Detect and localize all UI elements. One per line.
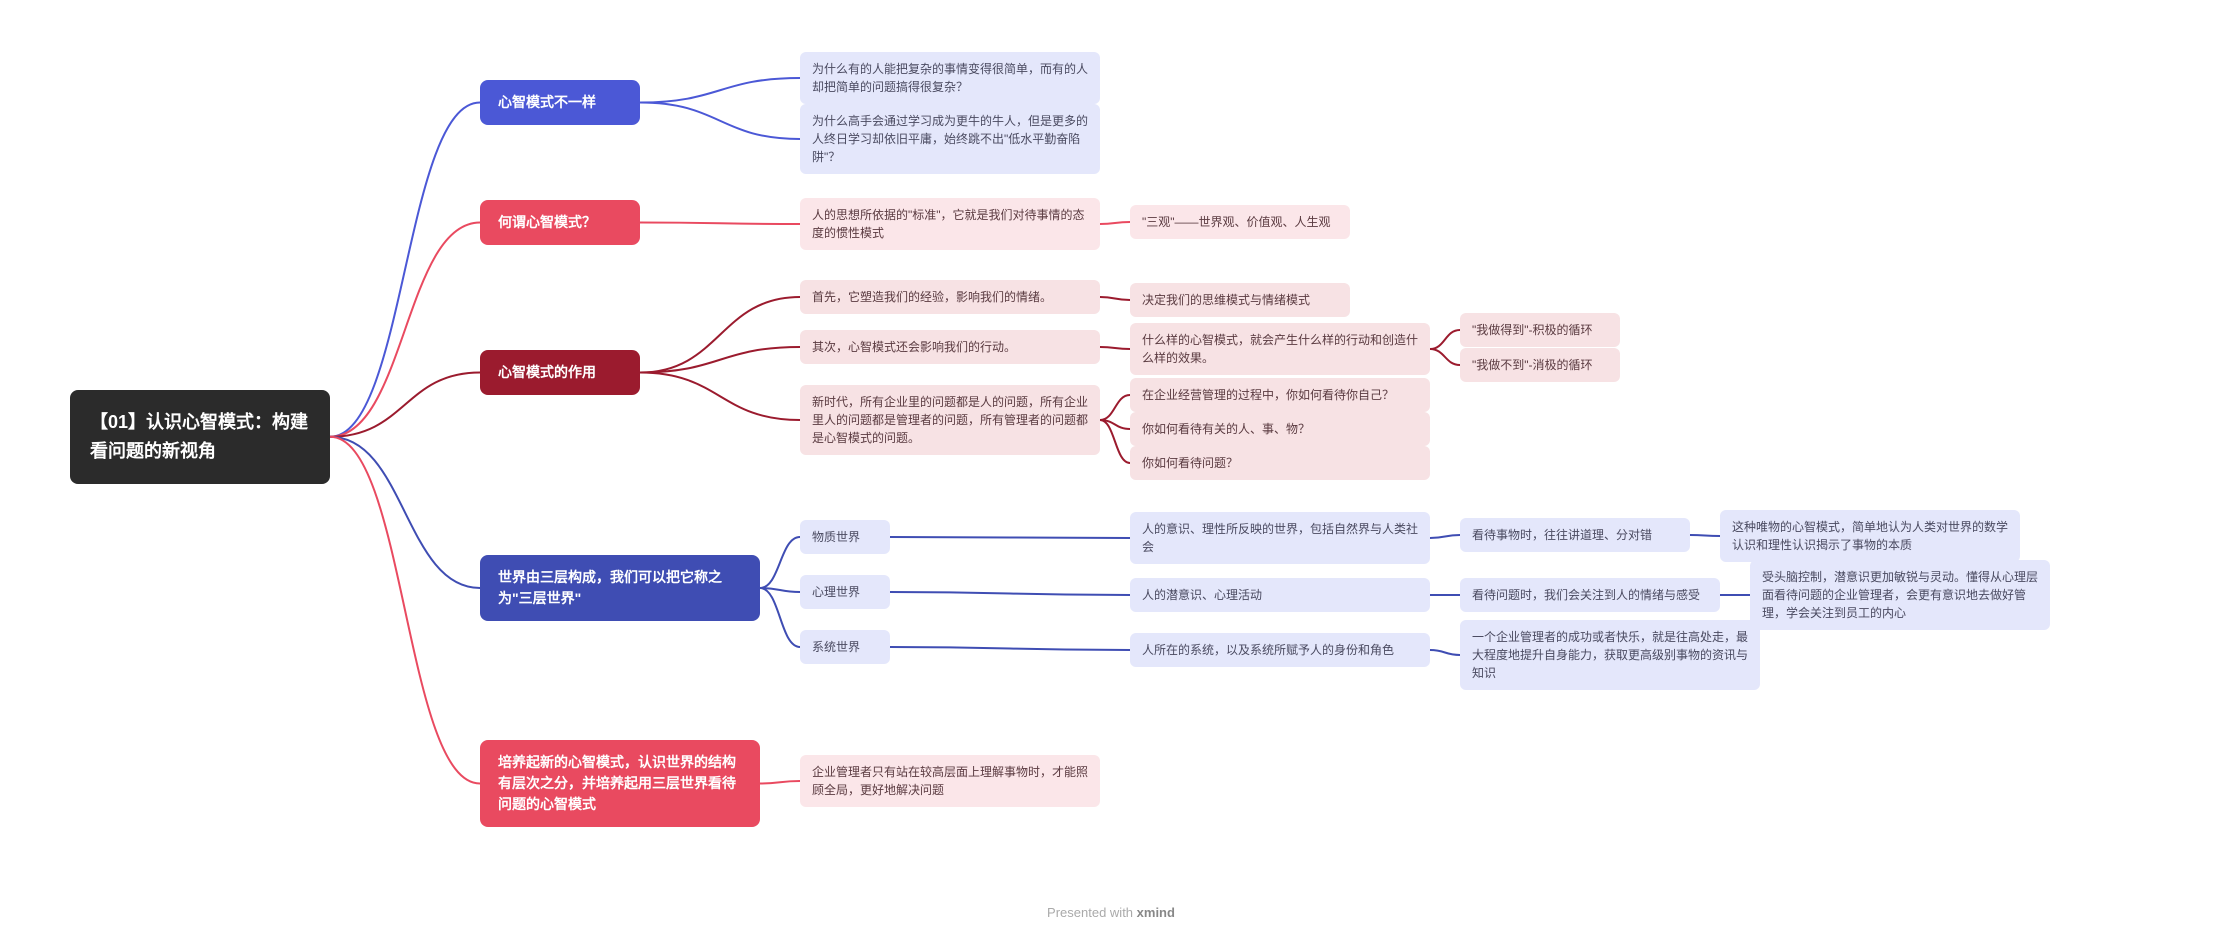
b3-c3c[interactable]: 你如何看待问题？ (1130, 446, 1430, 480)
b1-child-2[interactable]: 为什么高手会通过学习成为更牛的牛人，但是更多的人终日学习却依旧平庸，始终跳不出"… (800, 104, 1100, 174)
b4-c2c[interactable]: 受头脑控制，潜意识更加敏锐与灵动。懂得从心理层面看待问题的企业管理者，会更有意识… (1750, 560, 2050, 630)
branch-1[interactable]: 心智模式不一样 (480, 80, 640, 125)
b4-c1a[interactable]: 人的意识、理性所反映的世界，包括自然界与人类社会 (1130, 512, 1430, 564)
branch-5[interactable]: 培养起新的心智模式，认识世界的结构有层次之分，并培养起用三层世界看待问题的心智模… (480, 740, 760, 827)
b3-c3b[interactable]: 你如何看待有关的人、事、物？ (1130, 412, 1430, 446)
branch-2[interactable]: 何谓心智模式？ (480, 200, 640, 245)
b1-child-1[interactable]: 为什么有的人能把复杂的事情变得很简单，而有的人却把简单的问题搞得很复杂？ (800, 52, 1100, 104)
branch-3[interactable]: 心智模式的作用 (480, 350, 640, 395)
b4-c3a[interactable]: 人所在的系统，以及系统所赋予人的身份和角色 (1130, 633, 1430, 667)
b3-c2a1[interactable]: "我做得到"-积极的循环 (1460, 313, 1620, 347)
b4-c2a[interactable]: 人的潜意识、心理活动 (1130, 578, 1430, 612)
b3-c3[interactable]: 新时代，所有企业里的问题都是人的问题，所有企业里人的问题都是管理者的问题，所有管… (800, 385, 1100, 455)
b4-c1c[interactable]: 这种唯物的心智模式，简单地认为人类对世界的数学认识和理性认识揭示了事物的本质 (1720, 510, 2020, 562)
footer-brand: xmind (1137, 905, 1175, 920)
b5-c1[interactable]: 企业管理者只有站在较高层面上理解事物时，才能照顾全局，更好地解决问题 (800, 755, 1100, 807)
b3-c1a[interactable]: 决定我们的思维模式与情绪模式 (1130, 283, 1350, 317)
b3-c1[interactable]: 首先，它塑造我们的经验，影响我们的情绪。 (800, 280, 1100, 314)
b4-c3b[interactable]: 一个企业管理者的成功或者快乐，就是往高处走，最大程度地提升自身能力，获取更高级别… (1460, 620, 1760, 690)
b4-c2b[interactable]: 看待问题时，我们会关注到人的情绪与感受 (1460, 578, 1720, 612)
b4-c2[interactable]: 心理世界 (800, 575, 890, 609)
b4-c1b[interactable]: 看待事物时，往往讲道理、分对错 (1460, 518, 1690, 552)
footer: Presented with xmind (0, 905, 2222, 920)
b3-c2a2[interactable]: "我做不到"-消极的循环 (1460, 348, 1620, 382)
b3-c2a[interactable]: 什么样的心智模式，就会产生什么样的行动和创造什么样的效果。 (1130, 323, 1430, 375)
branch-4[interactable]: 世界由三层构成，我们可以把它称之为"三层世界" (480, 555, 760, 621)
b2-c1[interactable]: 人的思想所依据的"标准"，它就是我们对待事情的态度的惯性模式 (800, 198, 1100, 250)
root-node[interactable]: 【01】认识心智模式：构建看问题的新视角 (70, 390, 330, 484)
b3-c3a[interactable]: 在企业经营管理的过程中，你如何看待你自己？ (1130, 378, 1430, 412)
b4-c3[interactable]: 系统世界 (800, 630, 890, 664)
b4-c1[interactable]: 物质世界 (800, 520, 890, 554)
b2-c1a[interactable]: "三观"——世界观、价值观、人生观 (1130, 205, 1350, 239)
b3-c2[interactable]: 其次，心智模式还会影响我们的行动。 (800, 330, 1100, 364)
footer-prefix: Presented with (1047, 905, 1137, 920)
